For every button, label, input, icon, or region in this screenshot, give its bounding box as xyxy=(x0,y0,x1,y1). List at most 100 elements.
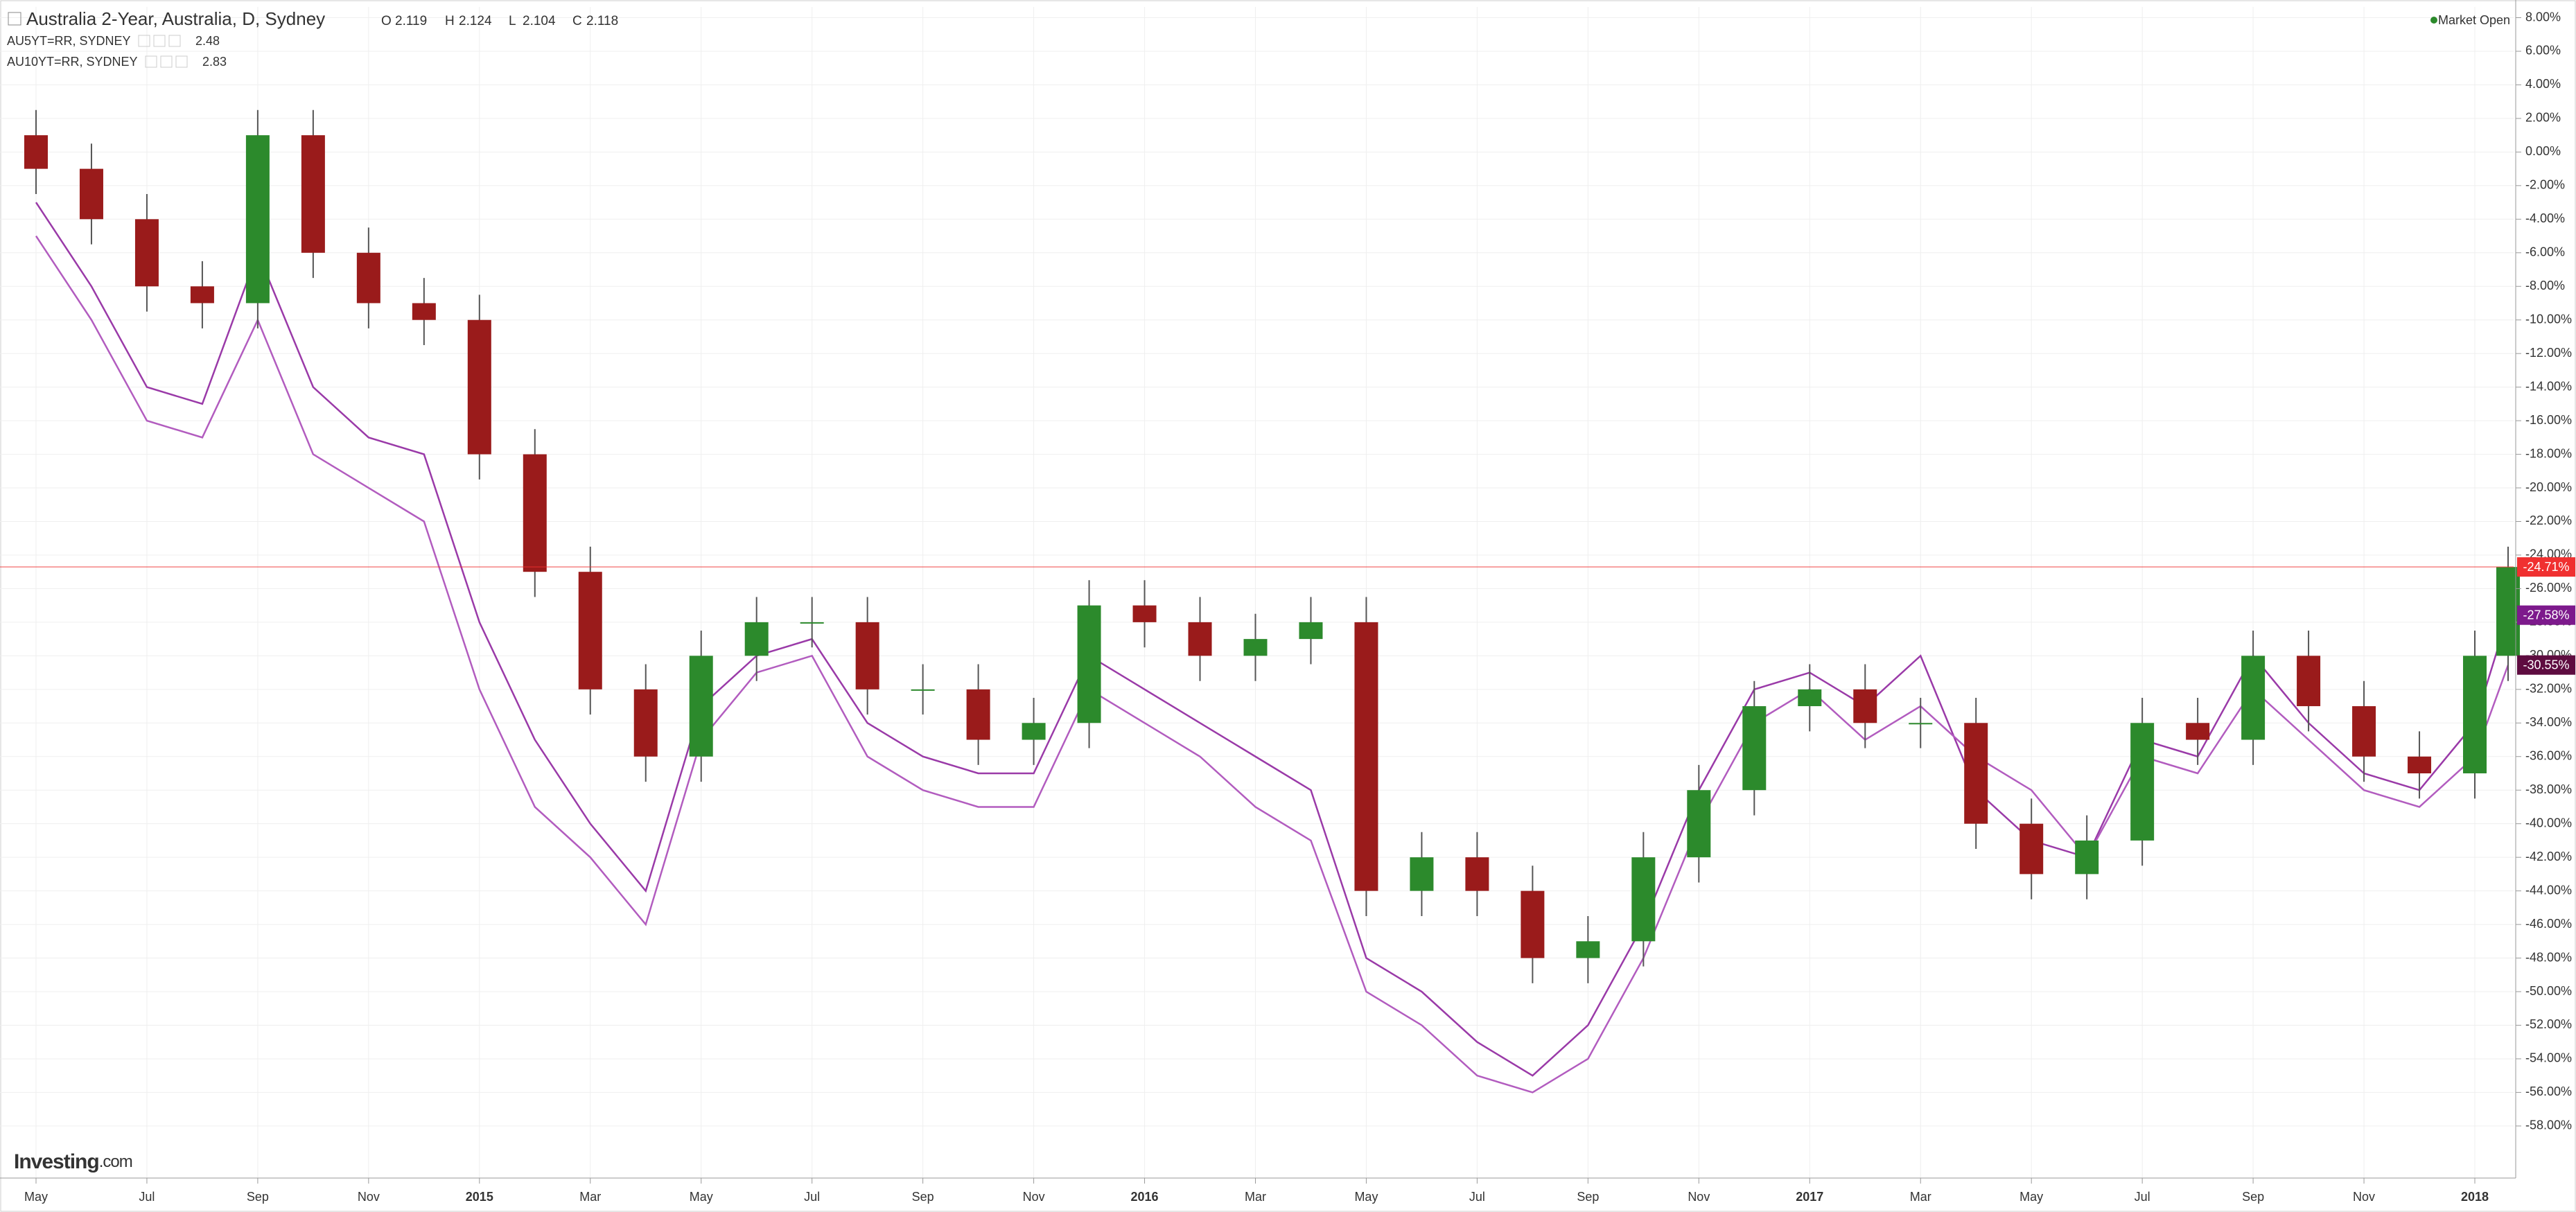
candle-body xyxy=(578,572,602,690)
legend-icon xyxy=(160,55,173,68)
collapse-icon[interactable] xyxy=(8,12,21,26)
legend-icon xyxy=(153,35,166,47)
candle-body xyxy=(2408,756,2432,773)
x-tick-label: Sep xyxy=(247,1190,269,1204)
y-tick-label: -58.00% xyxy=(2525,1118,2572,1132)
candle-body xyxy=(1188,622,1212,656)
ohlc-key: C xyxy=(572,14,582,28)
ohlc-legend: O 2.119 H 2.124 L 2.104 C 2.118 xyxy=(381,14,618,28)
legend-icon xyxy=(175,55,188,68)
x-tick-label: Nov xyxy=(358,1190,380,1204)
legend-name: AU10YT=RR, SYDNEY xyxy=(7,55,138,69)
x-tick-label: Jul xyxy=(804,1190,820,1204)
y-tick-label: -50.00% xyxy=(2525,984,2572,998)
candle-body xyxy=(1909,723,1933,725)
x-tick-label: Jul xyxy=(2135,1190,2150,1204)
y-tick-label: -8.00% xyxy=(2525,279,2565,292)
y-tick-label: -6.00% xyxy=(2525,245,2565,259)
y-tick-label: -48.00% xyxy=(2525,950,2572,964)
candle-body xyxy=(245,135,270,304)
y-tick-label: -10.00% xyxy=(2525,312,2572,326)
x-tick-label: Sep xyxy=(1577,1190,1599,1204)
y-tick-label: -26.00% xyxy=(2525,581,2572,595)
candle-body xyxy=(2297,656,2321,707)
candle-body xyxy=(633,689,658,757)
y-tick-label: -44.00% xyxy=(2525,883,2572,897)
candle-body xyxy=(467,319,491,455)
candle-body xyxy=(1410,857,1434,891)
axes: 8.00% 6.00% 4.00% 2.00% 0.00% -2.00% -4.00% -6.… xyxy=(24,10,2575,1204)
candle-body xyxy=(1354,622,1378,891)
brand: Investing.com xyxy=(14,1150,132,1173)
candle-body xyxy=(1132,605,1157,622)
candle-body xyxy=(2019,823,2044,875)
candle-body xyxy=(1299,622,1323,640)
candle-body xyxy=(800,622,824,624)
legend-name: AU5YT=RR, SYDNEY xyxy=(7,34,131,48)
x-tick-label: May xyxy=(1354,1190,1378,1204)
x-tick-label: Nov xyxy=(2353,1190,2375,1204)
candle-body xyxy=(855,622,879,690)
y-tick-label: -16.00% xyxy=(2525,413,2572,427)
candle-body xyxy=(79,168,103,220)
candle-body xyxy=(1798,689,1822,707)
price-tag xyxy=(2517,655,2575,675)
candle-body xyxy=(1576,941,1600,958)
candle-body xyxy=(744,622,769,656)
grid xyxy=(0,7,2514,1178)
candle-body xyxy=(1687,790,1711,858)
y-tick-label: -20.00% xyxy=(2525,480,2572,494)
x-tick-label: Jul xyxy=(139,1190,155,1204)
x-tick-label: 2017 xyxy=(1796,1190,1823,1204)
candle-body xyxy=(2075,840,2099,875)
ohlc-key: H xyxy=(445,14,455,28)
x-tick-label: Jul xyxy=(1469,1190,1485,1204)
x-tick-label: May xyxy=(690,1190,713,1204)
y-tick-label: 4.00% xyxy=(2525,77,2561,91)
marks xyxy=(0,109,2521,1094)
price-tag xyxy=(2517,557,2575,577)
line-series xyxy=(35,202,2509,1077)
candle-body xyxy=(190,286,214,304)
x-tick-label: Sep xyxy=(912,1190,934,1204)
y-tick-label: -18.00% xyxy=(2525,446,2572,460)
y-tick-label: 6.00% xyxy=(2525,44,2561,58)
y-tick-label: -22.00% xyxy=(2525,513,2572,527)
y-tick-label: -2.00% xyxy=(2525,178,2565,192)
candle-body xyxy=(2352,706,2376,757)
x-tick-label: 2015 xyxy=(466,1190,493,1204)
x-tick-label: Mar xyxy=(1910,1190,1931,1204)
candle-body xyxy=(2130,723,2155,841)
candle-body xyxy=(1465,857,1489,891)
y-tick-label: -12.00% xyxy=(2525,346,2572,360)
x-tick-label: 2016 xyxy=(1131,1190,1159,1204)
y-tick-label: -40.00% xyxy=(2525,816,2572,829)
price-tag-label: -24.71% xyxy=(2523,560,2569,574)
y-tick-label: -56.00% xyxy=(2525,1084,2572,1098)
price-tag-label: -30.55% xyxy=(2523,658,2569,671)
candle-body xyxy=(24,135,48,169)
line-series xyxy=(35,235,2509,1094)
ohlc-value: 2.119 xyxy=(395,14,427,28)
y-tick-label: 2.00% xyxy=(2525,111,2561,125)
candle-body xyxy=(689,656,713,757)
price-tag xyxy=(2517,605,2575,625)
y-tick-label: -52.00% xyxy=(2525,1017,2572,1031)
candle-body xyxy=(2463,656,2487,773)
candle-body xyxy=(1022,723,1046,740)
candle-body xyxy=(412,303,436,320)
y-tick-label: -42.00% xyxy=(2525,850,2572,863)
x-tick-label: 2018 xyxy=(2461,1190,2489,1204)
y-tick-label: -36.00% xyxy=(2525,749,2572,763)
y-tick-label: 0.00% xyxy=(2525,144,2561,158)
candle-body xyxy=(2496,567,2521,656)
legend-value: 2.48 xyxy=(195,34,220,48)
y-tick-label: -4.00% xyxy=(2525,211,2565,225)
brand-name: Investing xyxy=(14,1150,99,1173)
price-tag-label: -27.58% xyxy=(2523,608,2569,622)
candle-body xyxy=(134,219,159,287)
x-tick-label: May xyxy=(2019,1190,2043,1204)
candle-body xyxy=(1964,723,1988,824)
